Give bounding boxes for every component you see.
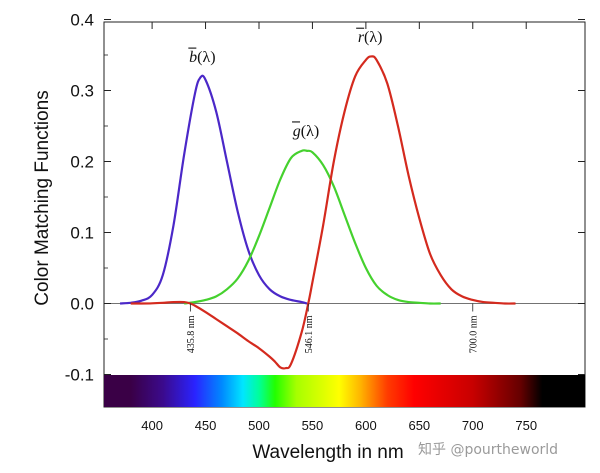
series-line-g — [184, 149, 441, 305]
x-tick-label: 500 — [248, 418, 270, 433]
series-label-g: g(λ) — [293, 123, 319, 140]
watermark-text: 知乎 @pourtheworld — [418, 441, 558, 458]
x-tick-label: 600 — [355, 418, 377, 433]
series-label-r: r(λ) — [358, 29, 383, 46]
series-label-suffix: (λ) — [197, 49, 215, 66]
marker-label: 435.8 nm — [186, 315, 197, 353]
series-label-suffix: (λ) — [301, 123, 319, 140]
series-label-letter: b — [189, 49, 197, 66]
x-tick-label: 450 — [195, 418, 217, 433]
x-tick-label: 700 — [462, 418, 484, 433]
y-tick-label: 0.1 — [70, 224, 94, 243]
y-tick-label: 0.2 — [70, 153, 94, 172]
y-tick-label: 0.4 — [70, 11, 94, 30]
x-tick-label: 400 — [141, 418, 163, 433]
x-tick-label: 550 — [302, 418, 324, 433]
series-label-letter: g — [293, 123, 301, 140]
spectrum-bar — [104, 375, 585, 407]
series-label-letter: r — [358, 29, 365, 46]
y-tick-label: 0.0 — [70, 295, 94, 314]
x-tick-label: 750 — [515, 418, 537, 433]
marker-label: 700.0 nm — [468, 315, 479, 353]
series-line-b — [119, 74, 308, 305]
y-tick-label: -0.1 — [65, 366, 94, 385]
x-axis-title: Wavelength in nm — [252, 442, 403, 463]
x-tick-label: 650 — [408, 418, 430, 433]
series-group: b(λ)g(λ)r(λ) — [119, 27, 516, 370]
y-axis-title: Color Matching Functions — [32, 90, 53, 305]
series-label-suffix: (λ) — [364, 29, 382, 46]
x-axis: 400 450 500 550 600 650 700 750 — [141, 22, 537, 433]
annotation-group: 435.8 nm 546.1 nm 700.0 nm — [186, 303, 479, 353]
marker-label: 546.1 nm — [304, 315, 315, 353]
series-label-b: b(λ) — [189, 49, 215, 66]
series-line-r — [130, 55, 516, 370]
y-axis: 0.4 0.3 0.2 0.1 0.0 -0.1 — [65, 11, 585, 385]
y-tick-label: 0.3 — [70, 82, 94, 101]
